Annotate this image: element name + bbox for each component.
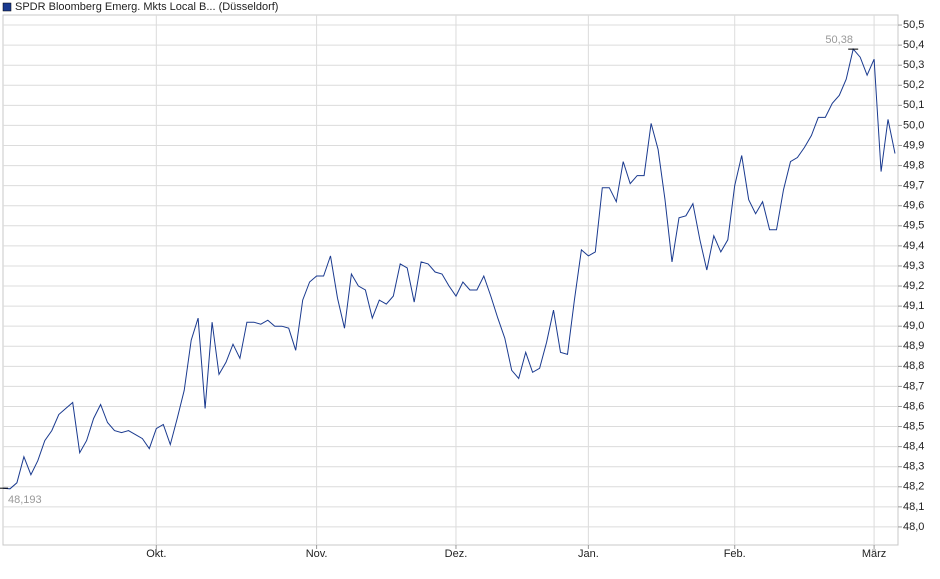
y-tick-label: 48,3 <box>903 461 924 473</box>
y-tick-label: 49,5 <box>903 220 924 232</box>
y-tick-label: 49,6 <box>903 200 924 212</box>
y-tick-label: 49,3 <box>903 260 924 272</box>
y-tick-label: 48,4 <box>903 441 924 453</box>
y-tick-label: 48,7 <box>903 380 924 392</box>
y-tick-label: 48,2 <box>903 481 924 493</box>
y-tick-label: 49,4 <box>903 240 924 252</box>
annotation-label: 48,193 <box>8 494 42 506</box>
y-tick-label: 49,1 <box>903 300 924 312</box>
x-tick-label: Jan. <box>578 548 599 560</box>
y-tick-label: 50,1 <box>903 99 924 111</box>
y-tick-label: 48,5 <box>903 420 924 432</box>
y-tick-label: 50,4 <box>903 39 924 51</box>
plot-frame <box>2 14 899 546</box>
x-tick-label: Dez. <box>445 548 468 560</box>
y-tick-label: 50,5 <box>903 19 924 31</box>
y-tick-label: 48,1 <box>903 501 924 513</box>
y-tick-label: 48,8 <box>903 360 924 372</box>
y-tick-label: 50,3 <box>903 59 924 71</box>
y-tick-label: 50,2 <box>903 79 924 91</box>
series-line <box>2 48 896 490</box>
y-tick-label: 48,6 <box>903 400 924 412</box>
y-tick-label: 49,7 <box>903 180 924 192</box>
legend-label: SPDR Bloomberg Emerg. Mkts Local B... (D… <box>15 1 278 13</box>
y-tick-label: 48,9 <box>903 340 924 352</box>
legend-swatch <box>2 2 12 12</box>
y-tick-label: 48,0 <box>903 521 924 533</box>
x-tick-label: März <box>862 548 886 560</box>
x-tick-label: Feb. <box>724 548 746 560</box>
y-tick-label: 49,8 <box>903 159 924 171</box>
y-tick-label: 49,2 <box>903 280 924 292</box>
y-tick-label: 49,9 <box>903 139 924 151</box>
x-tick-label: Okt. <box>146 548 166 560</box>
x-tick-label: Nov. <box>306 548 328 560</box>
y-tick-label: 50,0 <box>903 119 924 131</box>
annotation-label: 50,38 <box>825 34 853 46</box>
y-tick-label: 49,0 <box>903 320 924 332</box>
